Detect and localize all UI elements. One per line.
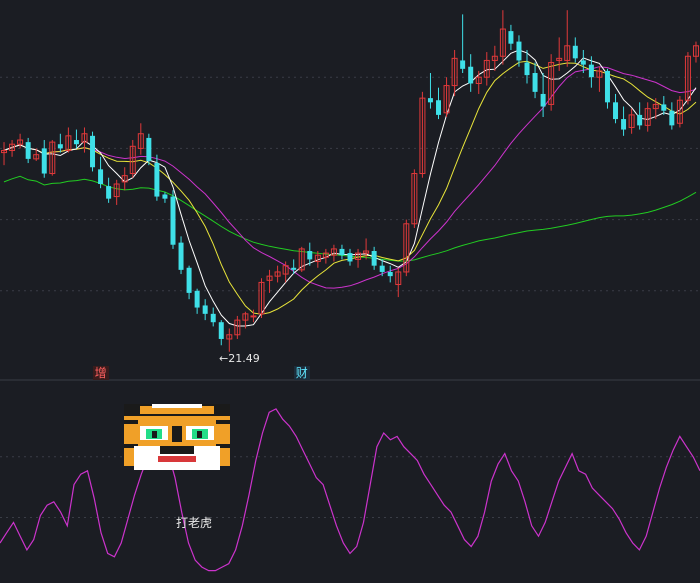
candle-body: [194, 290, 200, 308]
indicator-layer: [0, 408, 700, 572]
candle-body: [242, 313, 249, 321]
candle-body: [41, 148, 47, 174]
candle-body: [57, 144, 63, 149]
candle-body: [540, 93, 546, 107]
candle-body: [621, 119, 627, 130]
candle-body: [339, 248, 345, 256]
candle-body: [524, 62, 530, 76]
grid-layer: [0, 76, 700, 518]
candle-body: [9, 143, 16, 151]
candle-body: [234, 319, 241, 336]
candle-body: [532, 73, 538, 92]
candle-body: [314, 254, 321, 262]
candle-body: [218, 322, 224, 339]
candle-body: [652, 103, 659, 110]
candle-body: [692, 45, 699, 57]
candle-body: [146, 137, 152, 161]
candle-body: [250, 315, 257, 318]
candle-body: [499, 28, 506, 57]
signal-marker: 增: [92, 366, 109, 380]
candle-body: [266, 275, 273, 281]
candle-body: [588, 64, 594, 78]
candle-body: [330, 248, 337, 256]
candle-body: [258, 281, 265, 315]
candle-body: [154, 163, 160, 197]
candle-body: [572, 45, 578, 59]
candle-body: [580, 60, 586, 65]
candle-body: [427, 98, 433, 103]
candle-body: [121, 175, 128, 183]
candle-body: [106, 186, 112, 199]
candle-body: [49, 141, 56, 175]
candle-body: [73, 140, 79, 145]
candle-body: [669, 110, 675, 126]
candle-body: [90, 135, 96, 168]
candle-body: [298, 248, 305, 271]
candle-body: [491, 55, 498, 61]
candle-body: [443, 85, 450, 114]
candle-body: [98, 169, 104, 184]
candle-body: [33, 154, 40, 160]
candle-body: [379, 265, 385, 272]
low-price-annotation: ←21.49: [219, 352, 260, 365]
candle-body: [637, 114, 643, 126]
candle-body: [460, 60, 466, 69]
candle-body: [604, 70, 610, 103]
candle-body: [202, 305, 208, 314]
candle-body: [178, 242, 184, 270]
candle-body: [226, 334, 233, 340]
candle-body: [556, 57, 563, 61]
candle-body: [403, 223, 410, 273]
candle-body: [564, 45, 571, 61]
candle-body: [371, 251, 377, 266]
candle-body: [676, 99, 683, 124]
candle-body: [411, 173, 418, 225]
signal-marker: 财: [293, 366, 310, 380]
candle-body: [274, 271, 281, 277]
candle-body: [548, 62, 555, 105]
candle-body: [483, 59, 490, 78]
candle-body: [162, 194, 168, 199]
indicator-line: [0, 408, 700, 572]
candle-body: [613, 102, 619, 120]
candle-body: [113, 183, 120, 198]
candle-body: [282, 265, 289, 275]
indicator-label: 打老虎: [176, 516, 213, 530]
candle-body: [684, 55, 691, 101]
candle-body: [436, 100, 441, 115]
candle-body: [355, 252, 362, 260]
candle-body: [186, 267, 192, 293]
candle-body: [65, 135, 72, 151]
candle-body: [387, 271, 393, 277]
candle-body: [644, 108, 651, 126]
candle-body: [25, 142, 31, 159]
candle-body: [596, 70, 603, 78]
candle-body: [475, 76, 482, 84]
candle-body: [129, 145, 136, 175]
candle-body: [210, 313, 216, 323]
candle-body: [17, 139, 24, 145]
candle-body: [468, 66, 474, 84]
candle-body: [516, 41, 522, 61]
candle-body: [451, 57, 458, 87]
candle-body: [419, 97, 426, 175]
candle-body: [347, 253, 353, 262]
candle-body: [137, 133, 144, 149]
candle-body: [508, 31, 514, 44]
candle-body: [363, 250, 370, 254]
tiger-icon: [124, 404, 230, 470]
candle-body: [81, 133, 88, 143]
candle-body: [170, 196, 176, 245]
candle-body: [628, 114, 635, 128]
candle-body: [322, 252, 329, 258]
candle-body: [395, 271, 402, 286]
candle-body: [661, 104, 667, 111]
ma-long-line: [3, 66, 697, 289]
candle-body: [291, 267, 297, 270]
candlestick-layer: [1, 10, 699, 352]
candle-body: [1, 149, 8, 154]
candle-body: [307, 251, 313, 260]
